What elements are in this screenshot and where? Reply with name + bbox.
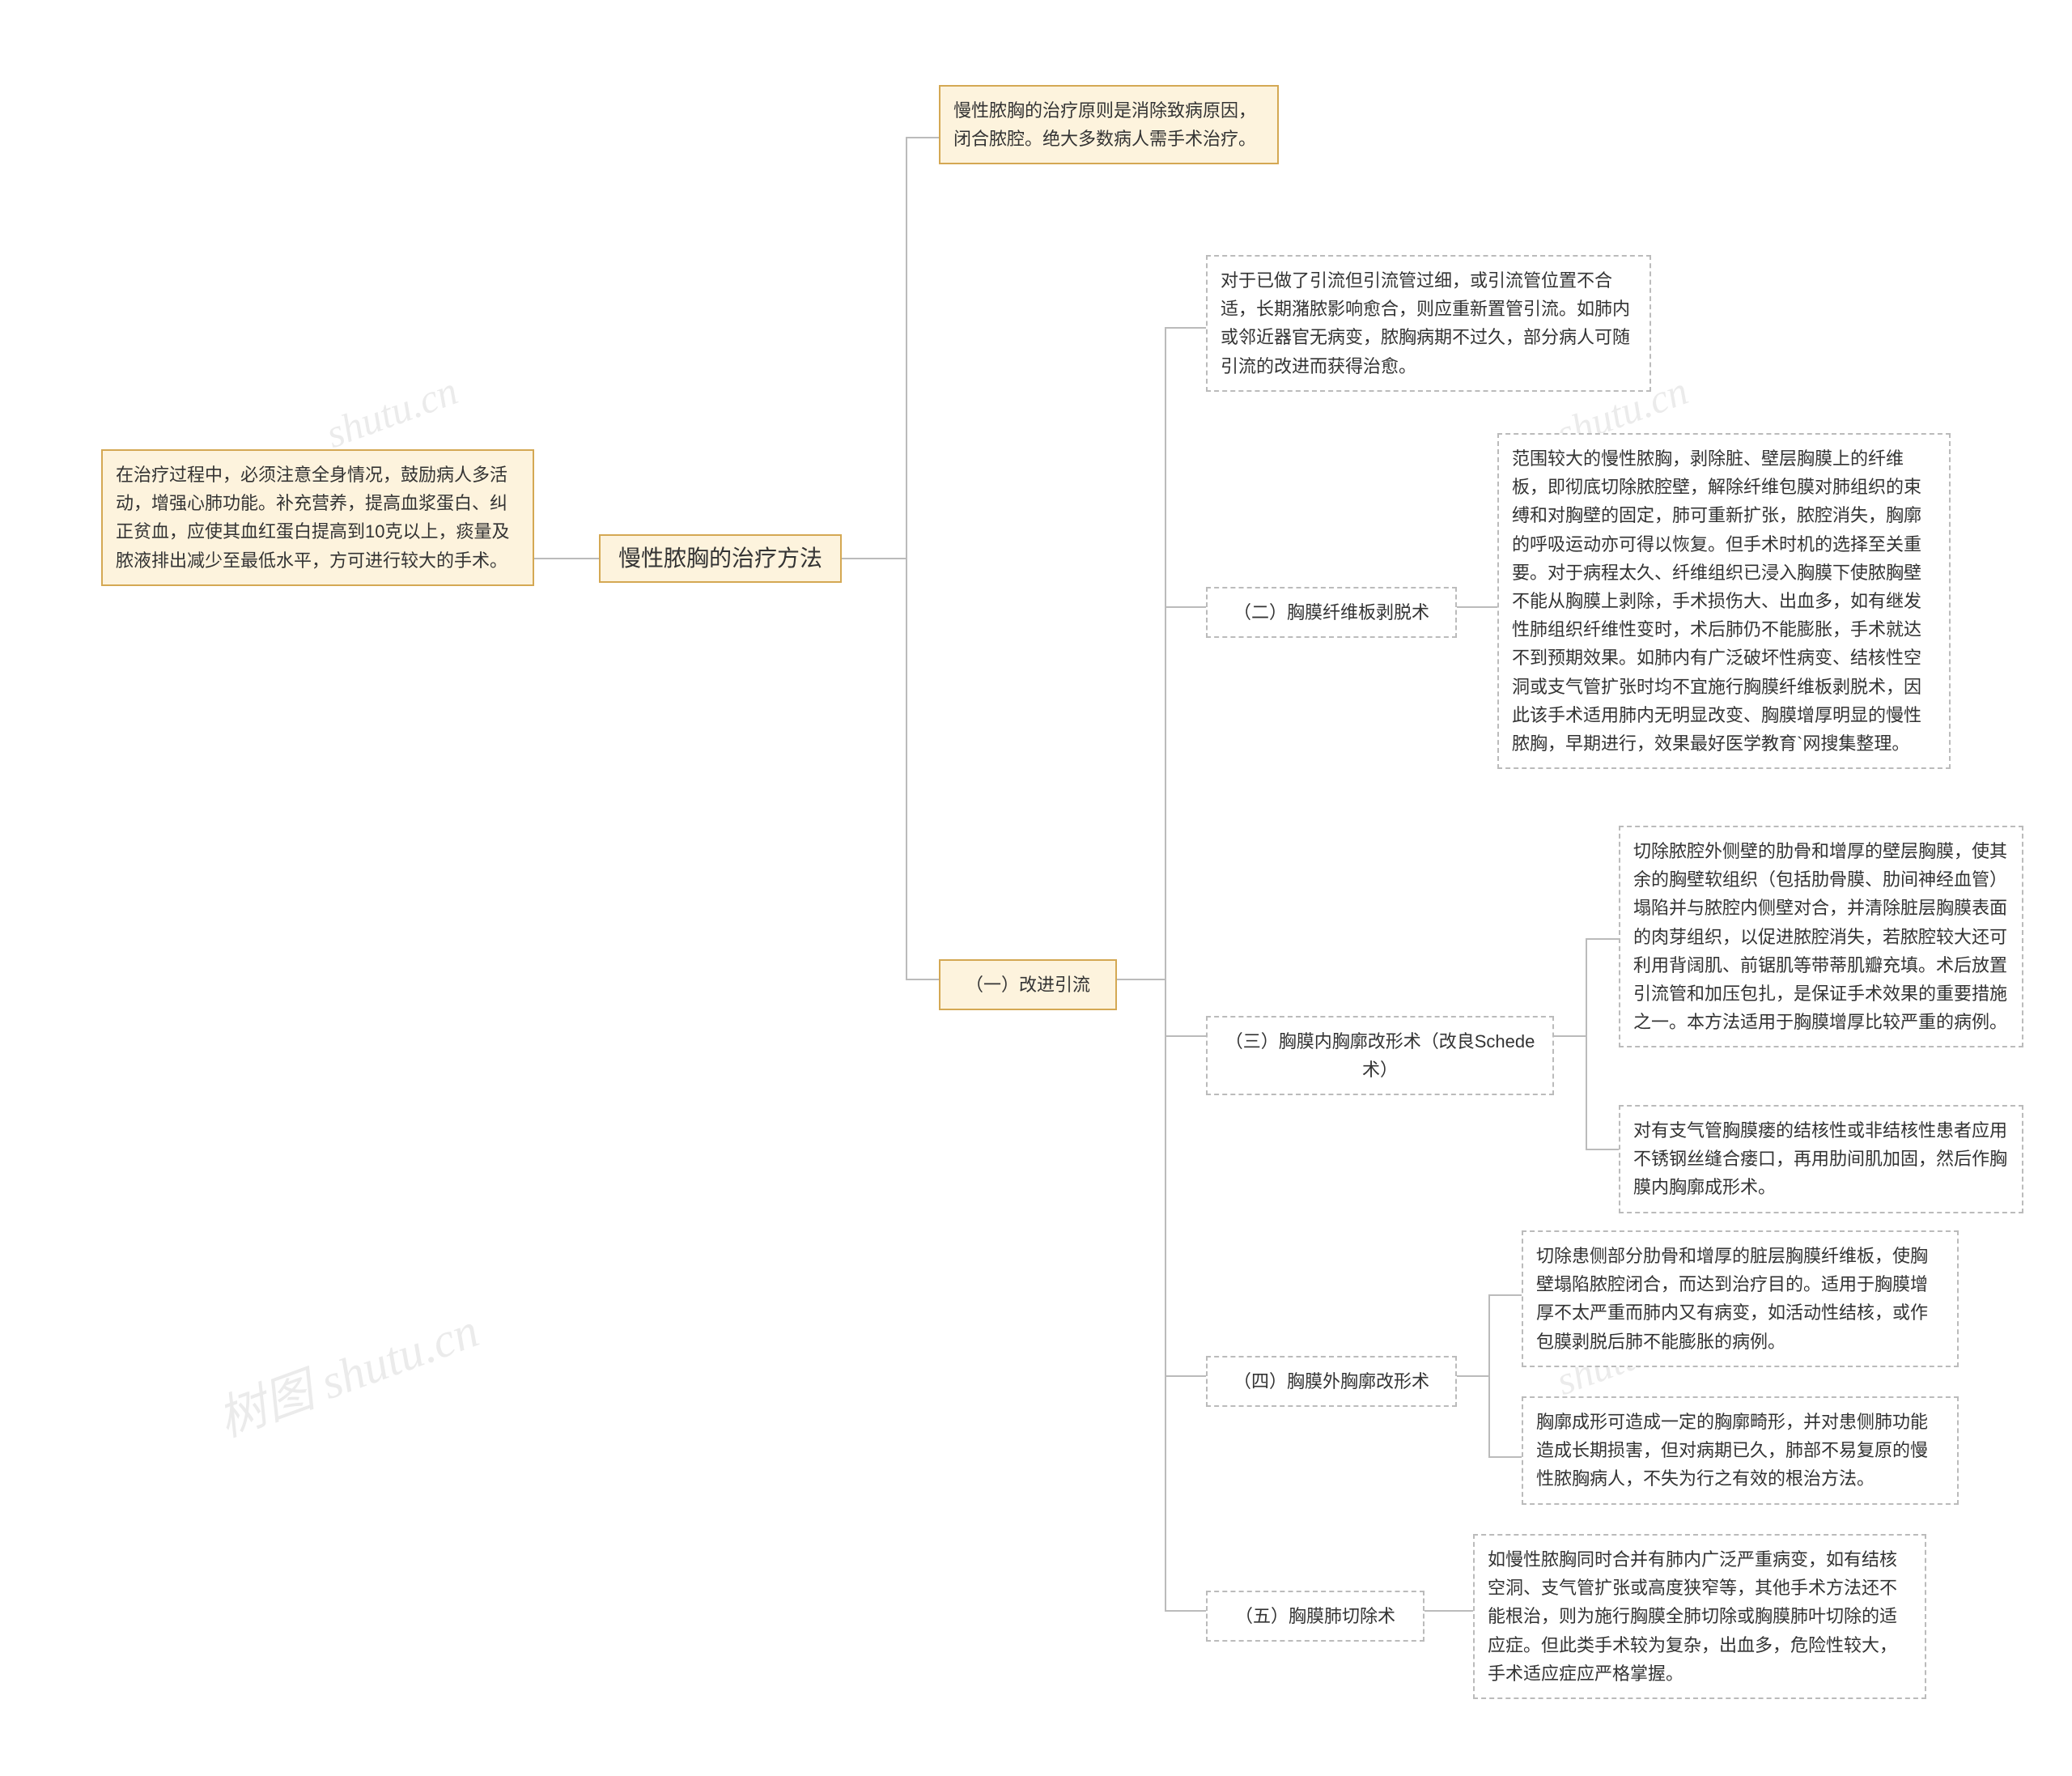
left-context-note: 在治疗过程中，必须注意全身情况，鼓励病人多活动，增强心肺功能。补充营养，提高血浆… [101, 449, 534, 586]
section-3-body-1: 切除脓腔外侧壁的肋骨和增厚的壁层胸膜，使其余的胸壁软组织（包括肋骨膜、肋间神经血… [1619, 826, 2023, 1047]
center-title: 慢性脓胸的治疗方法 [599, 534, 842, 583]
treatment-principle: 慢性脓胸的治疗原则是消除致病原因，闭合脓腔。绝大多数病人需手术治疗。 [939, 85, 1279, 164]
section-2-body: 范围较大的慢性脓胸，剥除脏、壁层胸膜上的纤维板，即彻底切除脓腔壁，解除纤维包膜对… [1497, 433, 1951, 769]
section-5-body: 如慢性脓胸同时合并有肺内广泛严重病变，如有结核空洞、支气管扩张或高度狭窄等，其他… [1473, 1534, 1926, 1699]
section-1-title: （一）改进引流 [939, 959, 1117, 1010]
section-4-body-1: 切除患侧部分肋骨和增厚的脏层胸膜纤维板，使胸壁塌陷脓腔闭合，而达到治疗目的。适用… [1522, 1230, 1959, 1367]
section-2-title: （二）胸膜纤维板剥脱术 [1206, 587, 1457, 638]
watermark: shutu.cn [320, 367, 464, 457]
section-4-body-2: 胸廓成形可造成一定的胸廓畸形，并对患侧肺功能造成长期损害，但对病期已久，肺部不易… [1522, 1396, 1959, 1505]
section-4-title: （四）胸膜外胸廓改形术 [1206, 1356, 1457, 1407]
section-1-body: 对于已做了引流但引流管过细，或引流管位置不合适，长期潴脓影响愈合，则应重新置管引… [1206, 255, 1651, 392]
section-3-title: （三）胸膜内胸廓改形术（改良Schede术） [1206, 1016, 1554, 1095]
section-5-title: （五）胸膜肺切除术 [1206, 1591, 1424, 1642]
section-3-body-2: 对有支气管胸膜瘘的结核性或非结核性患者应用不锈钢丝缝合瘘口，再用肋间肌加固，然后… [1619, 1105, 2023, 1213]
watermark: 树图 shutu.cn [206, 1291, 486, 1451]
